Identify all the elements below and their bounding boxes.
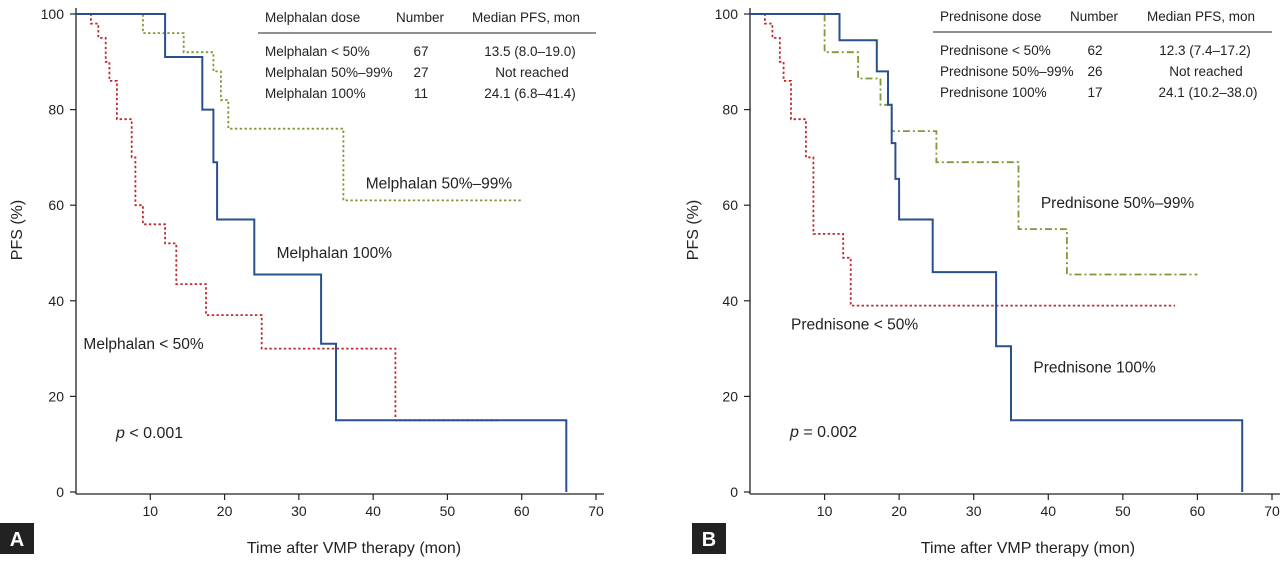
panel-b-table-row-2-number: 26 [1087,64,1102,79]
panel-b-y-axis-title: PFS (%) [685,200,702,260]
panel-b-table-row-3-dose: Prednisone 100% [940,85,1047,100]
panel-b-y-tick-label-0: 0 [730,484,738,500]
panel-a-table-header-dose: Melphalan dose [265,10,360,25]
panel-a-series-label-100: Melphalan 100% [277,245,393,262]
panel-a-series-labels: Melphalan < 50% Melphalan 50%–99% Melphala… [83,176,512,353]
panel-b-y-tick-label-20: 20 [722,388,738,404]
panel-b-series-label-100: Prednisone 100% [1033,360,1156,377]
panel-a-x-tick-label-50: 50 [440,503,456,519]
panel-b-letter-badge: B [692,523,726,554]
panel-b-table-row-3-median: 24.1 (10.2–38.0) [1158,85,1257,100]
panel-a-curve-lt50 [76,13,500,422]
panel-a-table-row-2-median: Not reached [495,65,569,80]
panel-a-x-tick-label-70: 70 [588,503,604,519]
panel-b-curves [750,13,1244,492]
panel-b-table-header-number: Number [1070,9,1119,24]
panel-a-table-row-2-number: 27 [413,65,428,80]
panel-a-y-tick-label-100: 100 [41,6,65,22]
panel-a-table-row-2-dose: Melphalan 50%–99% [265,65,393,80]
panel-b-prednisone: 10 20 30 40 50 60 70 0 20 40 60 80 100 Prednisone < … [685,6,1280,557]
panel-a-x-tick-label-30: 30 [291,503,307,519]
panel-b-ticks: 10 20 30 40 50 60 70 0 20 40 60 80 100 [715,6,1280,519]
panel-a-y-tick-label-80: 80 [48,102,64,118]
panel-a-ticks: 10 20 30 40 50 60 70 0 20 40 60 80 100 [41,6,604,519]
panel-b-p-value: p = 0.002 [789,424,857,441]
panel-b-table-row-2-median: Not reached [1169,64,1243,79]
panel-b-x-axis-title: Time after VMP therapy (mon) [921,540,1135,557]
panel-b-y-tick-label-100: 100 [715,6,739,22]
panel-a-curves [76,13,568,492]
panel-a-letter: A [10,529,24,551]
panel-a-table-row-1-dose: Melphalan < 50% [265,44,370,59]
panel-b-letter: B [702,529,716,551]
panel-b-y-tick-label-60: 60 [722,197,738,213]
panel-b-x-tick-label-30: 30 [966,503,982,519]
panel-a-badge-box [0,523,34,554]
panel-b-x-tick-label-10: 10 [817,503,833,519]
panel-b-series-labels: Prednisone < 50% Prednisone 50%–99% Predni… [791,195,1194,377]
panel-a-letter-badge: A [0,523,34,554]
panel-b-table-row-1-dose: Prednisone < 50% [940,43,1051,58]
panel-a-y-tick-label-20: 20 [48,388,64,404]
panel-b-x-tick-label-60: 60 [1190,503,1206,519]
panel-b-table-row-1-median: 12.3 (7.4–17.2) [1159,43,1251,58]
panel-b-table-row-2-dose: Prednisone 50%–99% [940,64,1074,79]
panel-b-curve-lt50 [750,13,1176,307]
panel-a-p-value: p < 0.001 [115,425,183,442]
panel-b-table-header-median: Median PFS, mon [1147,9,1255,24]
panel-a-axes [75,8,604,495]
panel-b-x-tick-label-70: 70 [1264,503,1280,519]
panel-a-x-tick-label-10: 10 [142,503,158,519]
panel-b-x-tick-label-20: 20 [891,503,907,519]
panel-a-legend-table: Melphalan dose Number Median PFS, mon Me… [258,10,596,101]
panel-a-table-row-3-median: 24.1 (6.8–41.4) [484,86,576,101]
panel-a-curve-100 [76,13,568,492]
panel-b-series-label-lt50: Prednisone < 50% [791,317,918,334]
panel-a-x-tick-label-40: 40 [365,503,381,519]
panel-b-legend-table: Prednisone dose Number Median PFS, mon P… [933,9,1272,100]
panel-b-y-tick-label-80: 80 [722,102,738,118]
panel-a-x-axis-title: Time after VMP therapy (mon) [247,540,461,557]
panel-a-series-label-lt50: Melphalan < 50% [83,336,203,353]
panel-b-badge-box [692,523,726,554]
panel-a-x-tick-label-60: 60 [514,503,530,519]
panel-a-x-tick-label-20: 20 [217,503,233,519]
panel-a-table-row-1-number: 67 [413,44,428,59]
panel-a-table-header-number: Number [396,10,445,25]
panel-b-x-tick-label-50: 50 [1115,503,1131,519]
panel-a-y-tick-label-40: 40 [48,293,64,309]
panel-a-table-row-3-dose: Melphalan 100% [265,86,366,101]
panel-a-series-label-50-99: Melphalan 50%–99% [366,176,513,193]
panel-a-y-axis-title: PFS (%) [9,200,26,260]
panel-a-table-header-median: Median PFS, mon [472,10,580,25]
panel-a-melphalan: 10 20 30 40 50 60 70 0 20 40 60 80 100 Melphalan < 5… [0,6,604,557]
panel-b-curve-100 [750,13,1244,492]
panel-a-curve-50-99 [76,13,522,202]
panel-a-y-tick-label-60: 60 [48,197,64,213]
panel-b-series-label-50-99: Prednisone 50%–99% [1041,195,1195,212]
panel-b-y-tick-label-40: 40 [722,293,738,309]
panel-b-table-row-3-number: 17 [1087,85,1102,100]
panel-a-y-tick-label-0: 0 [56,484,64,500]
panel-b-table-row-1-number: 62 [1087,43,1102,58]
panel-a-table-row-3-number: 11 [414,86,428,101]
panel-a-table-row-1-median: 13.5 (8.0–19.0) [484,44,576,59]
panel-b-table-header-dose: Prednisone dose [940,9,1041,24]
panel-b-x-tick-label-40: 40 [1040,503,1056,519]
panel-b-axes [749,8,1280,495]
